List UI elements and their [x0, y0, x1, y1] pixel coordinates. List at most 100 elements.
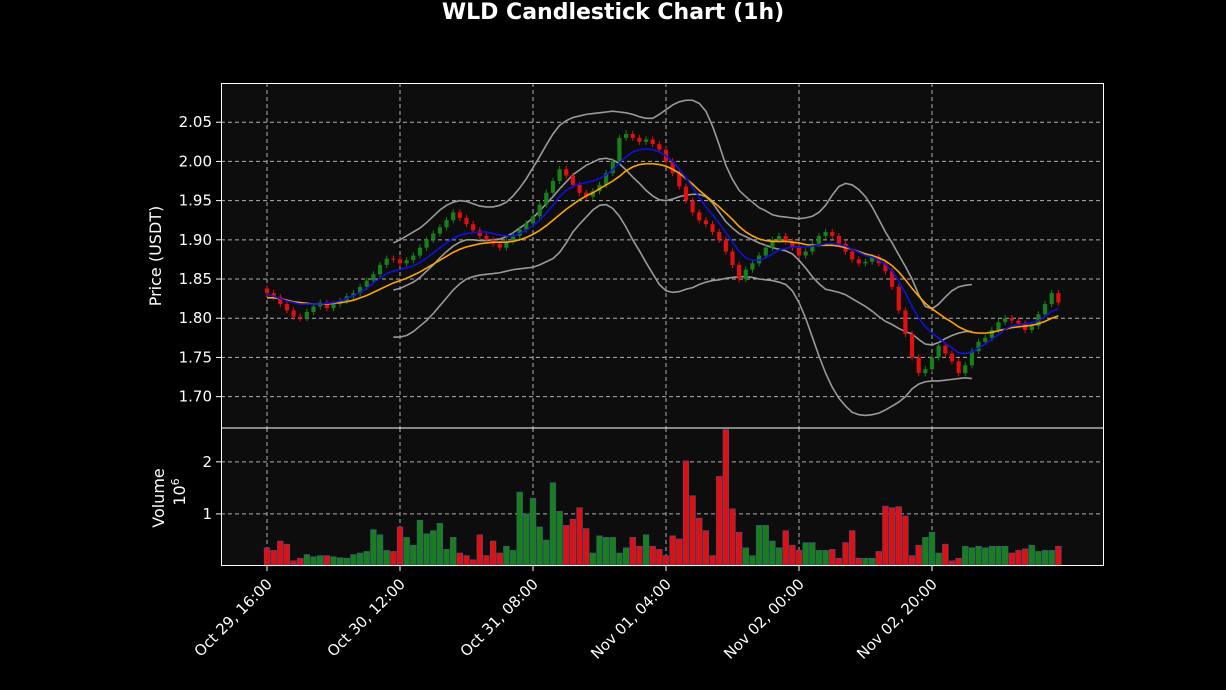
- volume-bar: [722, 429, 730, 567]
- price-y-tick-label: 2.00: [179, 152, 212, 170]
- volume-bar: [842, 542, 849, 567]
- price-y-tick-label: 1.95: [179, 192, 212, 210]
- volume-bar: [483, 555, 490, 567]
- volume-bar: [549, 482, 557, 567]
- x-tick-label: Oct 29, 16:00: [191, 575, 276, 660]
- volume-bar: [815, 550, 823, 567]
- volume-bar: [649, 545, 656, 567]
- volume-panel-background: [221, 428, 1104, 566]
- volume-bar: [962, 545, 969, 567]
- volume-bar: [509, 550, 517, 567]
- volume-bar: [888, 507, 896, 567]
- candle-body: [264, 288, 270, 294]
- volume-bar: [968, 547, 976, 567]
- volume-bar: [323, 555, 331, 567]
- candle-body: [298, 316, 303, 319]
- volume-bar: [596, 535, 603, 567]
- candle-body: [830, 231, 835, 236]
- candle-body: [657, 144, 662, 150]
- candle-body: [471, 224, 476, 231]
- volume-y-tick-label: 1: [202, 505, 212, 523]
- price-panel-background: [221, 83, 1104, 428]
- candle-body: [584, 192, 589, 197]
- volume-bar: [330, 556, 337, 567]
- volume-bar: [1028, 544, 1035, 567]
- candle-body: [943, 345, 948, 354]
- candle-body: [604, 173, 609, 185]
- volume-bar: [835, 557, 843, 567]
- volume-bar: [789, 544, 796, 567]
- volume-bar: [736, 531, 743, 567]
- volume-bar: [463, 555, 470, 567]
- volume-bar: [363, 551, 370, 567]
- candle-body: [956, 361, 961, 374]
- volume-bar: [456, 552, 464, 567]
- candle-body: [976, 341, 981, 352]
- volume-bar: [536, 526, 543, 567]
- candle-body: [896, 286, 901, 311]
- candle-body: [437, 227, 442, 234]
- volume-bar: [656, 549, 663, 567]
- volume-bar: [995, 545, 1002, 567]
- candle-body: [564, 169, 569, 176]
- candle-body: [384, 258, 389, 265]
- candle-body: [524, 223, 529, 230]
- price-y-tick-label: 2.05: [179, 113, 212, 131]
- volume-bar: [908, 555, 916, 567]
- volume-bar: [642, 534, 650, 567]
- volume-bar: [1002, 545, 1009, 567]
- volume-bar: [1055, 545, 1062, 567]
- ma-slow-line: [267, 162, 1059, 334]
- bollinger-middle-line: [393, 157, 972, 346]
- candle-body: [1042, 304, 1048, 315]
- candle-body: [743, 269, 748, 280]
- volume-bar: [1015, 550, 1022, 567]
- candle-body: [364, 280, 369, 287]
- candle-body: [703, 220, 708, 225]
- volume-bar: [988, 545, 996, 567]
- price-y-tick-label: 1.70: [179, 388, 212, 406]
- candle-body: [850, 251, 855, 260]
- candle-body: [770, 239, 775, 248]
- candle-body: [836, 235, 841, 244]
- volume-bar: [629, 537, 636, 567]
- price-y-tick-label: 1.75: [179, 348, 212, 366]
- moving-averages: [266, 148, 1059, 355]
- candle-body: [796, 247, 802, 256]
- candle-body: [989, 329, 994, 338]
- volume-bar: [569, 518, 577, 567]
- volume-bar: [356, 552, 364, 567]
- volume-exponent-label: 106: [169, 478, 189, 505]
- volume-bar: [383, 550, 390, 567]
- x-tick-label: Nov 01, 04:00: [587, 575, 675, 663]
- candle-body: [431, 233, 436, 240]
- candle-body: [690, 200, 695, 213]
- candle-body: [477, 230, 482, 236]
- price-y-tick-label: 1.90: [179, 231, 212, 249]
- candle-body: [909, 333, 915, 358]
- candle-body: [311, 306, 316, 312]
- ma-fast-line: [266, 148, 1059, 355]
- candle-body: [783, 235, 788, 242]
- volume-bar: [696, 517, 703, 567]
- candle-body: [537, 204, 542, 217]
- candle-body: [677, 173, 682, 187]
- volume-bar: [343, 557, 350, 567]
- candle-body: [750, 263, 755, 270]
- volume-exponent-base: 10: [170, 485, 189, 505]
- candle-body: [610, 161, 615, 174]
- volume-bar: [609, 537, 616, 567]
- volume-bar: [310, 556, 317, 567]
- volume-bar: [556, 511, 563, 567]
- candle-body: [557, 169, 562, 182]
- candle-body: [697, 212, 702, 221]
- candle-body: [331, 304, 336, 309]
- candle-body: [737, 264, 742, 280]
- candle-body: [530, 216, 536, 224]
- volume-bar: [875, 551, 882, 567]
- volume-bar: [396, 526, 404, 567]
- candle-body: [510, 235, 516, 242]
- candle-body: [484, 235, 489, 240]
- candle-body: [424, 239, 429, 248]
